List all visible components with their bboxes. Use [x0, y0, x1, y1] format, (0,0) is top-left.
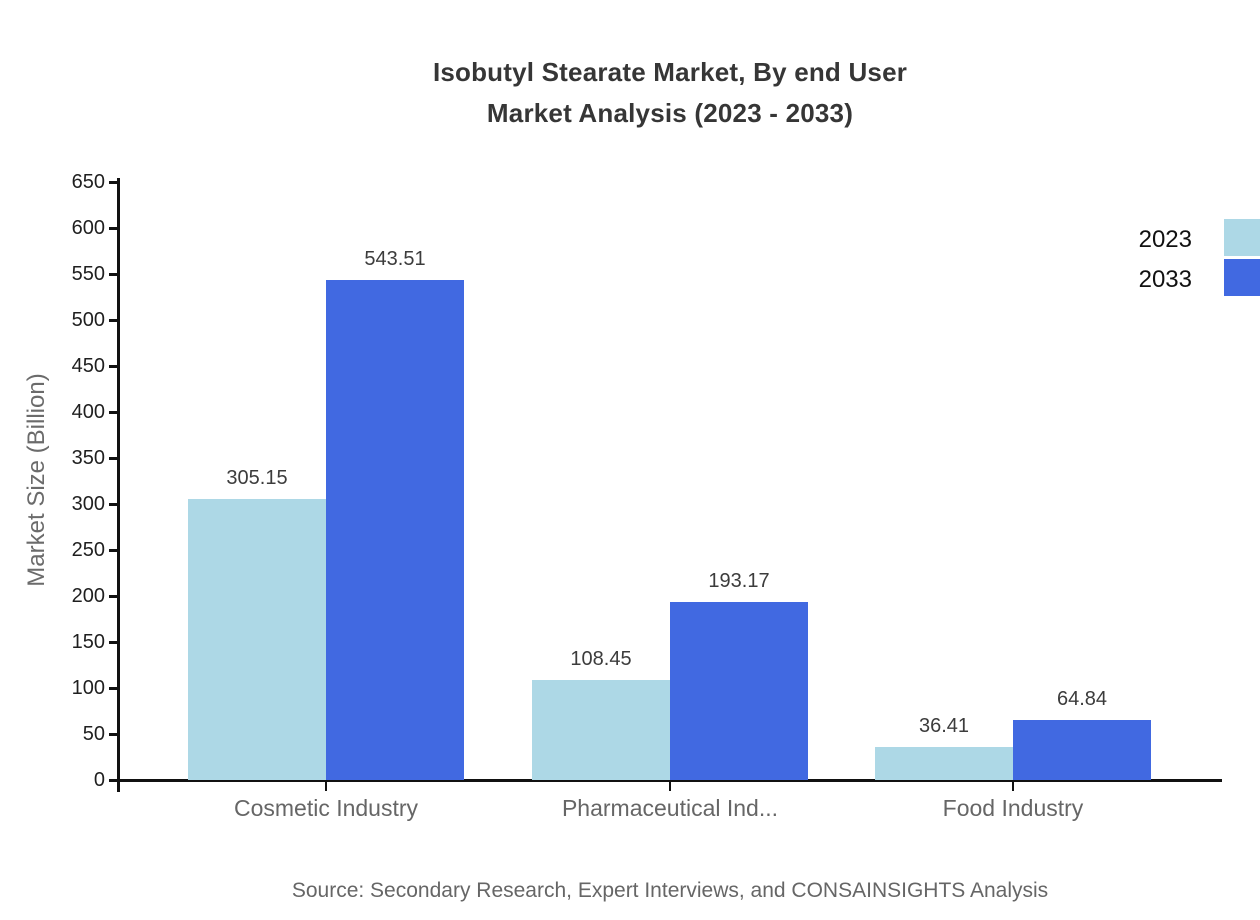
- y-tick-label: 600: [71, 217, 105, 239]
- bar-2023: [532, 680, 670, 780]
- bar-2033: [326, 279, 464, 780]
- y-tick-mark: [109, 456, 120, 460]
- category-label: Pharmaceutical Ind...: [561, 795, 779, 821]
- y-tick-label: 400: [71, 401, 105, 423]
- bar-2023: [875, 746, 1013, 780]
- chart-title: Isobutyl Stearate Market, By end User Ma…: [80, 52, 1260, 134]
- legend-swatch-2023: [1224, 219, 1260, 256]
- chart-title-line2: Market Analysis (2023 - 2033): [486, 98, 854, 128]
- bar-2033: [1013, 720, 1151, 780]
- y-tick-mark: [109, 180, 120, 184]
- category-label: Food Industry: [942, 795, 1084, 821]
- y-axis-line: [117, 178, 120, 792]
- category-tick-mark: [1012, 782, 1014, 791]
- y-tick-mark: [109, 686, 120, 690]
- y-tick-label: 100: [71, 677, 105, 699]
- y-tick-mark: [109, 226, 120, 230]
- y-tick-label: 150: [71, 631, 105, 653]
- y-tick-label: 650: [71, 171, 105, 193]
- y-tick-mark: [109, 594, 120, 598]
- y-tick-mark: [109, 640, 120, 644]
- bar-value-label: 193.17: [708, 570, 770, 593]
- bar-value-label: 305.15: [226, 467, 288, 490]
- y-tick-mark: [109, 732, 120, 736]
- source-text: Source: Secondary Research, Expert Inter…: [291, 879, 1049, 902]
- y-tick-label: 200: [71, 585, 105, 607]
- legend-label-2023: 2023: [1138, 226, 1192, 253]
- y-tick-label: 0: [93, 769, 105, 791]
- bar-value-label: 543.51: [364, 247, 426, 270]
- y-tick-mark: [109, 502, 120, 506]
- bar-value-label: 36.41: [918, 714, 970, 737]
- y-tick-mark: [109, 778, 120, 782]
- y-tick-label: 250: [71, 539, 105, 561]
- chart-title-line1: Isobutyl Stearate Market, By end User: [432, 57, 908, 87]
- y-tick-mark: [109, 272, 120, 276]
- bar-value-label: 64.84: [1056, 688, 1108, 711]
- x-axis-line: [117, 779, 1222, 782]
- y-tick-label: 300: [71, 493, 105, 515]
- y-tick-label: 50: [82, 723, 105, 745]
- bar-2033: [670, 602, 808, 780]
- bar-2023: [188, 499, 326, 780]
- legend-swatch-2033: [1224, 259, 1260, 296]
- y-tick-mark: [109, 364, 120, 368]
- y-tick-label: 450: [71, 355, 105, 377]
- y-tick-label: 500: [71, 309, 105, 331]
- y-tick-mark: [109, 318, 120, 322]
- bar-value-label: 108.45: [570, 648, 632, 671]
- category-label: Cosmetic Industry: [233, 795, 419, 821]
- y-tick-label: 350: [71, 447, 105, 469]
- y-tick-mark: [109, 410, 120, 414]
- category-tick-mark: [669, 782, 671, 791]
- y-tick-label: 550: [71, 263, 105, 285]
- legend-label-2033: 2033: [1138, 266, 1192, 293]
- category-tick-mark: [325, 782, 327, 791]
- y-tick-mark: [109, 548, 120, 552]
